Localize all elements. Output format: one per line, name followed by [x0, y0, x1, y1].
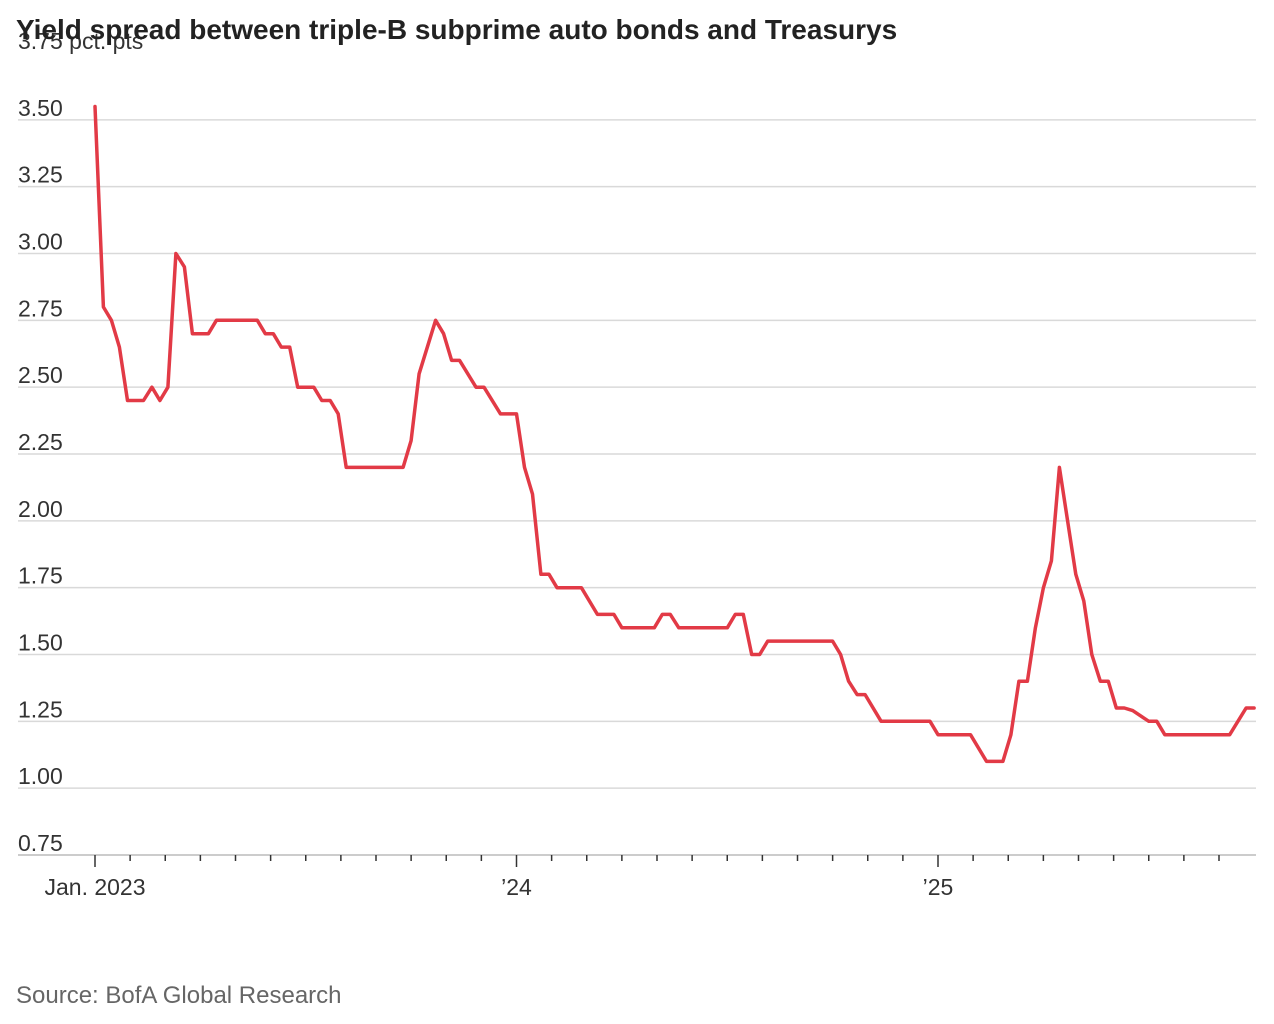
- x-tick-label: ’24: [501, 874, 532, 900]
- y-axis-labels: 3.75 pct. pts 0.75 1.00 1.25 1.50 1.75 2.00 2.2…: [18, 28, 143, 856]
- y-tick-label: 3.00: [18, 229, 63, 255]
- y-tick-label-unit: 3.75 pct. pts: [18, 28, 143, 54]
- y-tick-label: 1.75: [18, 563, 63, 589]
- x-tick-label: ’25: [923, 874, 954, 900]
- y-tick-label: 1.50: [18, 630, 63, 656]
- series-layer: [93, 104, 1256, 764]
- y-tick-label: 2.00: [18, 496, 63, 522]
- source-note: Source: BofA Global Research: [16, 982, 342, 1009]
- y-tick-label: 2.75: [18, 295, 63, 321]
- y-tick-label: 2.50: [18, 362, 63, 388]
- y-tick-label: 0.75: [18, 830, 63, 856]
- grid-lines: [18, 119, 1256, 789]
- y-tick-label: 3.50: [18, 95, 63, 121]
- x-axis: Jan. 2023 ’24 ’25: [18, 854, 1256, 900]
- y-tick-label: 2.25: [18, 429, 63, 455]
- y-tick-label: 1.00: [18, 763, 63, 789]
- y-tick-label: 1.25: [18, 696, 63, 722]
- series-line: [93, 104, 1256, 764]
- y-tick-label: 3.25: [18, 162, 63, 188]
- chart-title: Yield spread between triple-B subprime a…: [16, 14, 898, 45]
- x-tick-label: Jan. 2023: [44, 874, 145, 900]
